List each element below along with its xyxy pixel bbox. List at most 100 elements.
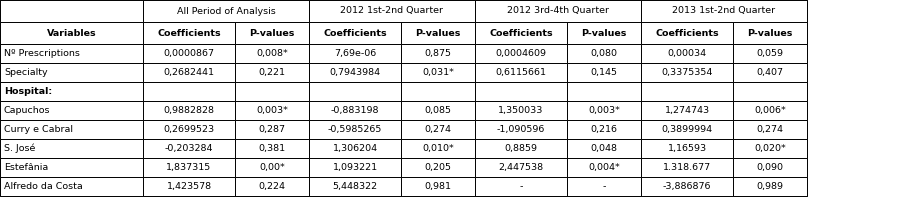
Bar	[474, 158, 566, 177]
Text: 0,3375354: 0,3375354	[661, 68, 712, 77]
Bar	[474, 22, 566, 44]
Bar	[309, 44, 401, 63]
Text: 1,837315: 1,837315	[166, 163, 211, 172]
Text: 0,381: 0,381	[258, 144, 285, 153]
Text: 0,006*: 0,006*	[754, 106, 785, 115]
Text: 5,448322: 5,448322	[332, 182, 377, 191]
Bar	[234, 22, 309, 44]
Text: 1,306204: 1,306204	[332, 144, 377, 153]
Bar	[732, 44, 806, 63]
Text: Coefficients: Coefficients	[489, 29, 552, 38]
Bar	[142, 120, 234, 139]
Bar	[474, 120, 566, 139]
Bar	[641, 82, 732, 101]
Text: Estefânia: Estefânia	[4, 163, 48, 172]
Text: 0,9882828: 0,9882828	[164, 106, 214, 115]
Bar	[401, 120, 474, 139]
Text: 0,145: 0,145	[590, 68, 617, 77]
Text: 0,048: 0,048	[590, 144, 617, 153]
Bar	[0, 22, 142, 44]
Bar	[0, 44, 142, 63]
Bar	[401, 63, 474, 82]
Text: 1.318.677: 1.318.677	[663, 163, 710, 172]
Bar	[309, 120, 401, 139]
Bar	[142, 0, 309, 22]
Text: P-values: P-values	[249, 29, 294, 38]
Text: -0,883198: -0,883198	[331, 106, 379, 115]
Bar	[142, 63, 234, 82]
Bar	[309, 177, 401, 196]
Text: 1,350033: 1,350033	[498, 106, 543, 115]
Bar	[566, 139, 641, 158]
Bar	[732, 22, 806, 44]
Text: 0,3899994: 0,3899994	[661, 125, 712, 134]
Text: 0,221: 0,221	[258, 68, 285, 77]
Bar	[401, 22, 474, 44]
Text: 0,6115661: 0,6115661	[495, 68, 546, 77]
Bar	[142, 158, 234, 177]
Bar	[566, 177, 641, 196]
Bar	[234, 63, 309, 82]
Bar	[234, 82, 309, 101]
Bar	[474, 44, 566, 63]
Text: 0,2699523: 0,2699523	[164, 125, 214, 134]
Bar	[566, 82, 641, 101]
Text: 0,8859: 0,8859	[504, 144, 537, 153]
Text: Coefficients: Coefficients	[323, 29, 386, 38]
Bar	[641, 158, 732, 177]
Bar	[566, 63, 641, 82]
Bar	[142, 101, 234, 120]
Bar	[142, 139, 234, 158]
Text: 0,080: 0,080	[590, 49, 617, 58]
Text: Coefficients: Coefficients	[157, 29, 221, 38]
Bar	[641, 0, 806, 22]
Text: 0,989: 0,989	[755, 182, 783, 191]
Text: 0,407: 0,407	[755, 68, 783, 77]
Bar	[474, 82, 566, 101]
Text: -1,090596: -1,090596	[496, 125, 545, 134]
Text: S. José: S. José	[4, 144, 35, 153]
Bar	[142, 44, 234, 63]
Bar	[234, 101, 309, 120]
Bar	[474, 63, 566, 82]
Text: 0,7943984: 0,7943984	[329, 68, 380, 77]
Bar	[641, 177, 732, 196]
Bar	[474, 101, 566, 120]
Bar	[401, 101, 474, 120]
Bar	[732, 158, 806, 177]
Bar	[0, 0, 142, 22]
Text: 0,274: 0,274	[755, 125, 783, 134]
Bar	[641, 101, 732, 120]
Text: -: -	[602, 182, 605, 191]
Text: 0,085: 0,085	[424, 106, 451, 115]
Bar	[234, 177, 309, 196]
Text: 0,059: 0,059	[755, 49, 783, 58]
Bar	[309, 101, 401, 120]
Text: 0,010*: 0,010*	[422, 144, 453, 153]
Bar	[566, 101, 641, 120]
Text: Specialty: Specialty	[4, 68, 48, 77]
Bar	[142, 177, 234, 196]
Bar	[474, 0, 641, 22]
Text: Nº Prescriptions: Nº Prescriptions	[4, 49, 80, 58]
Bar	[566, 120, 641, 139]
Bar	[0, 158, 142, 177]
Bar	[401, 82, 474, 101]
Text: 0,287: 0,287	[258, 125, 285, 134]
Bar	[401, 139, 474, 158]
Bar	[401, 177, 474, 196]
Text: -0,5985265: -0,5985265	[327, 125, 381, 134]
Text: 0,2682441: 0,2682441	[164, 68, 214, 77]
Text: 0,0004609: 0,0004609	[495, 49, 546, 58]
Bar	[0, 177, 142, 196]
Text: 0,0000867: 0,0000867	[164, 49, 214, 58]
Bar	[566, 44, 641, 63]
Text: Variables: Variables	[47, 29, 96, 38]
Bar	[0, 63, 142, 82]
Bar	[732, 63, 806, 82]
Text: 1,274743: 1,274743	[664, 106, 709, 115]
Bar	[401, 44, 474, 63]
Text: 1,093221: 1,093221	[332, 163, 377, 172]
Bar	[401, 158, 474, 177]
Text: 0,205: 0,205	[424, 163, 451, 172]
